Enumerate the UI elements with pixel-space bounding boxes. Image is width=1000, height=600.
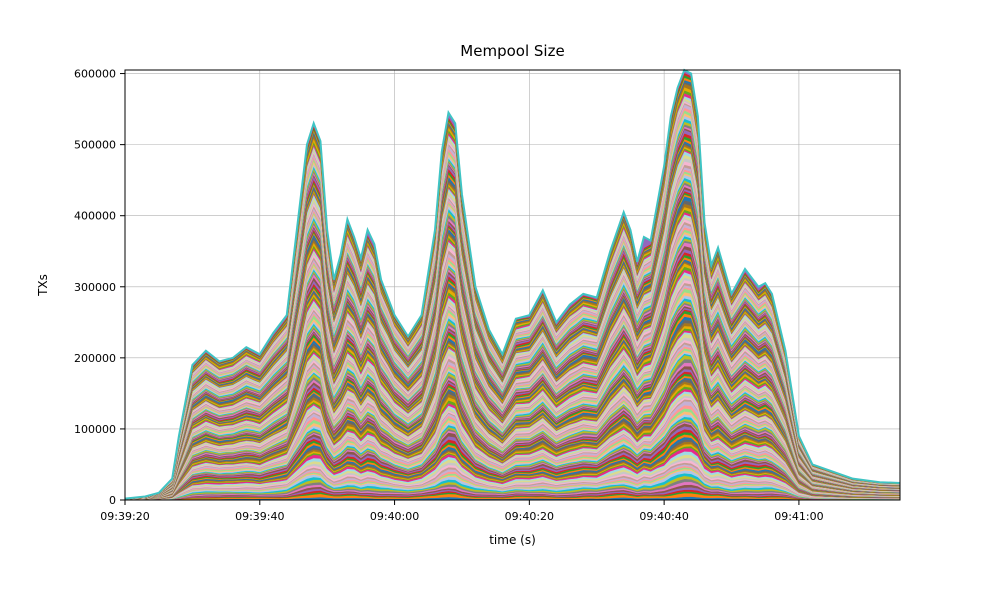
mempool-chart: Mempool Size time (s) TXs 09:39:2009:39:…	[0, 0, 1000, 600]
x-tick-label: 09:39:20	[100, 510, 149, 523]
x-ticks: 09:39:20 09:39:40 09:40:00 09:40:20 09:40:40…	[100, 500, 823, 523]
y-tick-label: 0	[109, 494, 116, 507]
y-axis-label: TXs	[36, 274, 50, 297]
chart-container: Mempool Size time (s) TXs 09:39:2009:39:…	[0, 0, 1000, 600]
y-tick-label: 200000	[74, 352, 116, 365]
y-tick-label: 400000	[74, 210, 116, 223]
y-tick-label: 500000	[74, 139, 116, 152]
x-tick-label: 09:41:00	[774, 510, 823, 523]
y-tick-label: 300000	[74, 281, 116, 294]
x-tick-label: 09:40:40	[639, 510, 688, 523]
chart-title: Mempool Size	[460, 42, 564, 60]
stacked-layers	[125, 70, 900, 500]
y-ticks: 0 100000 200000 300000 400000 500000 600000	[74, 68, 125, 507]
x-tick-label: 09:40:20	[505, 510, 554, 523]
x-axis-label: time (s)	[489, 533, 536, 547]
x-tick-label: 09:40:00	[370, 510, 419, 523]
y-tick-label: 600000	[74, 68, 116, 81]
x-tick-label: 09:39:40	[235, 510, 284, 523]
y-tick-label: 100000	[74, 423, 116, 436]
